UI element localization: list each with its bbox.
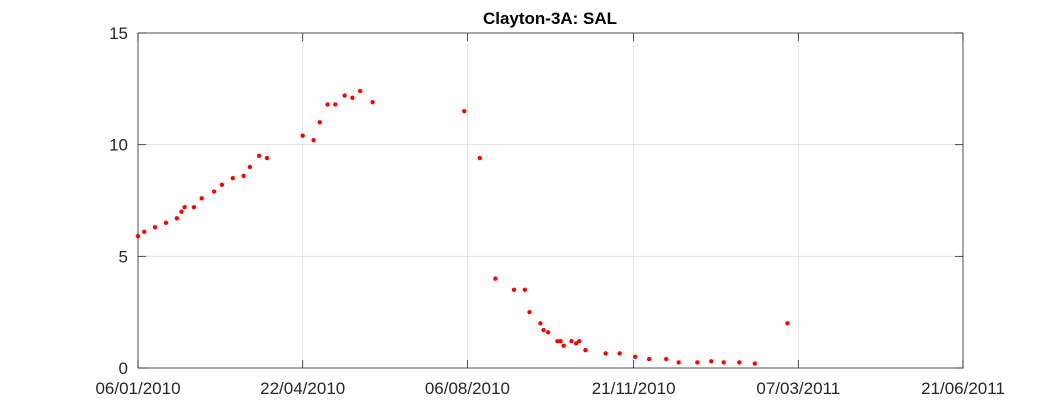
data-point — [211, 189, 217, 194]
data-point — [577, 339, 582, 344]
data-point — [241, 173, 246, 179]
x-tick-label: 07/03/2011 — [756, 379, 840, 398]
data-point — [632, 354, 638, 360]
data-point — [199, 196, 204, 201]
data-points — [135, 88, 790, 366]
y-tick-labels: 0 5 10 15 — [109, 24, 128, 378]
axis-ticks — [137, 32, 964, 369]
x-tick-labels: 06/01/2010 22/04/2010 06/08/2010 21/11/2010… — [95, 379, 1004, 398]
data-point — [676, 360, 681, 365]
data-point — [511, 287, 517, 293]
data-point — [174, 216, 180, 221]
x-tick-label: 22/04/2010 — [260, 379, 345, 398]
data-point — [538, 321, 543, 326]
data-point — [709, 359, 714, 364]
data-point — [317, 120, 322, 125]
data-point — [179, 209, 184, 214]
x-tick-label: 21/11/2010 — [592, 379, 676, 398]
data-point — [247, 164, 253, 170]
data-point — [527, 309, 532, 315]
data-point — [573, 341, 579, 346]
y-tick-label: 5 — [119, 247, 128, 266]
data-point — [357, 88, 363, 94]
data-point — [569, 339, 574, 344]
data-point — [163, 220, 169, 226]
data-point — [695, 360, 700, 365]
data-point — [300, 133, 305, 138]
data-point — [142, 229, 147, 234]
data-point — [477, 155, 483, 161]
plot-frame — [137, 32, 964, 369]
data-point — [264, 155, 270, 161]
data-point — [752, 361, 758, 366]
x-tick-label: 06/01/2010 — [95, 379, 180, 398]
data-point — [721, 360, 726, 365]
data-point — [555, 339, 560, 344]
data-point — [230, 175, 235, 181]
data-point — [256, 153, 262, 159]
data-point — [152, 225, 158, 230]
data-point — [350, 95, 355, 100]
data-point — [370, 100, 375, 105]
data-point — [785, 321, 790, 326]
data-point — [493, 276, 498, 281]
data-point — [603, 351, 608, 356]
x-tick-label: 06/08/2010 — [425, 379, 510, 398]
data-point — [311, 138, 316, 143]
data-point — [522, 287, 528, 293]
data-point — [333, 102, 338, 107]
grid — [138, 33, 963, 368]
data-point — [583, 347, 588, 353]
data-point — [191, 205, 197, 210]
data-point — [664, 356, 669, 362]
data-point — [342, 93, 347, 98]
data-point — [135, 234, 141, 239]
data-point — [617, 351, 622, 356]
data-point — [646, 356, 652, 362]
data-point — [737, 360, 742, 365]
data-point — [541, 327, 546, 333]
chart-title: Clayton-3A: SAL — [483, 9, 617, 28]
data-point — [558, 339, 563, 344]
data-point — [545, 330, 551, 335]
y-tick-label: 0 — [119, 359, 128, 378]
y-tick-label: 10 — [109, 136, 128, 155]
y-tick-label: 15 — [109, 24, 128, 43]
x-tick-label: 21/06/2011 — [921, 379, 1005, 398]
data-point — [325, 102, 330, 107]
data-point — [462, 108, 467, 114]
data-point — [561, 343, 566, 348]
plot-area — [138, 33, 963, 368]
data-point — [219, 182, 225, 188]
data-point — [182, 205, 187, 210]
